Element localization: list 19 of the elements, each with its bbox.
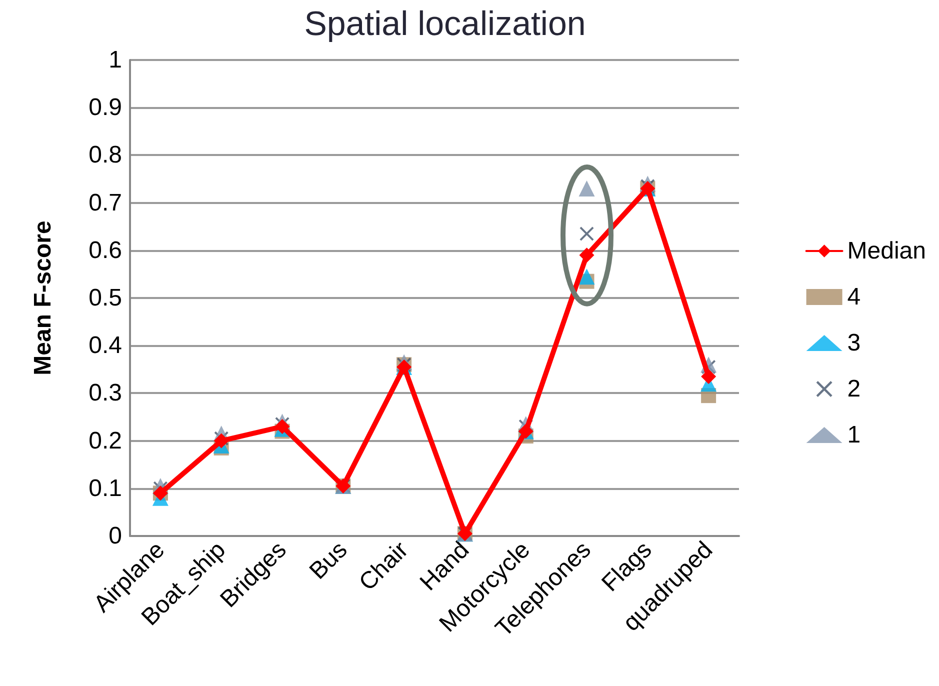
y-tick-label: 0.7 — [88, 189, 122, 216]
y-axis-title: Mean F-score — [30, 220, 56, 376]
chart-title: Spatial localization — [304, 5, 586, 43]
legend-label: 2 — [847, 376, 861, 402]
y-tick-label: 0.8 — [88, 142, 122, 169]
y-tick-label: 0.2 — [88, 427, 122, 454]
y-tick-label: 0.9 — [88, 94, 122, 122]
legend-label: 4 — [847, 284, 861, 310]
y-tick-label: 0.1 — [88, 474, 122, 502]
y-tick-label: 0.4 — [88, 332, 122, 360]
legend-label: Median — [847, 238, 926, 264]
y-tick-label: 0.6 — [88, 236, 122, 264]
y-tick-label: 0.5 — [88, 284, 122, 312]
legend-label: 3 — [847, 330, 861, 356]
y-tick-label: 0.3 — [88, 380, 122, 407]
x-tick-label: Bus — [304, 536, 353, 585]
legend-label: 1 — [847, 422, 861, 448]
y-tick-label: 0 — [108, 522, 122, 550]
y-tick-label: 1 — [108, 46, 122, 74]
